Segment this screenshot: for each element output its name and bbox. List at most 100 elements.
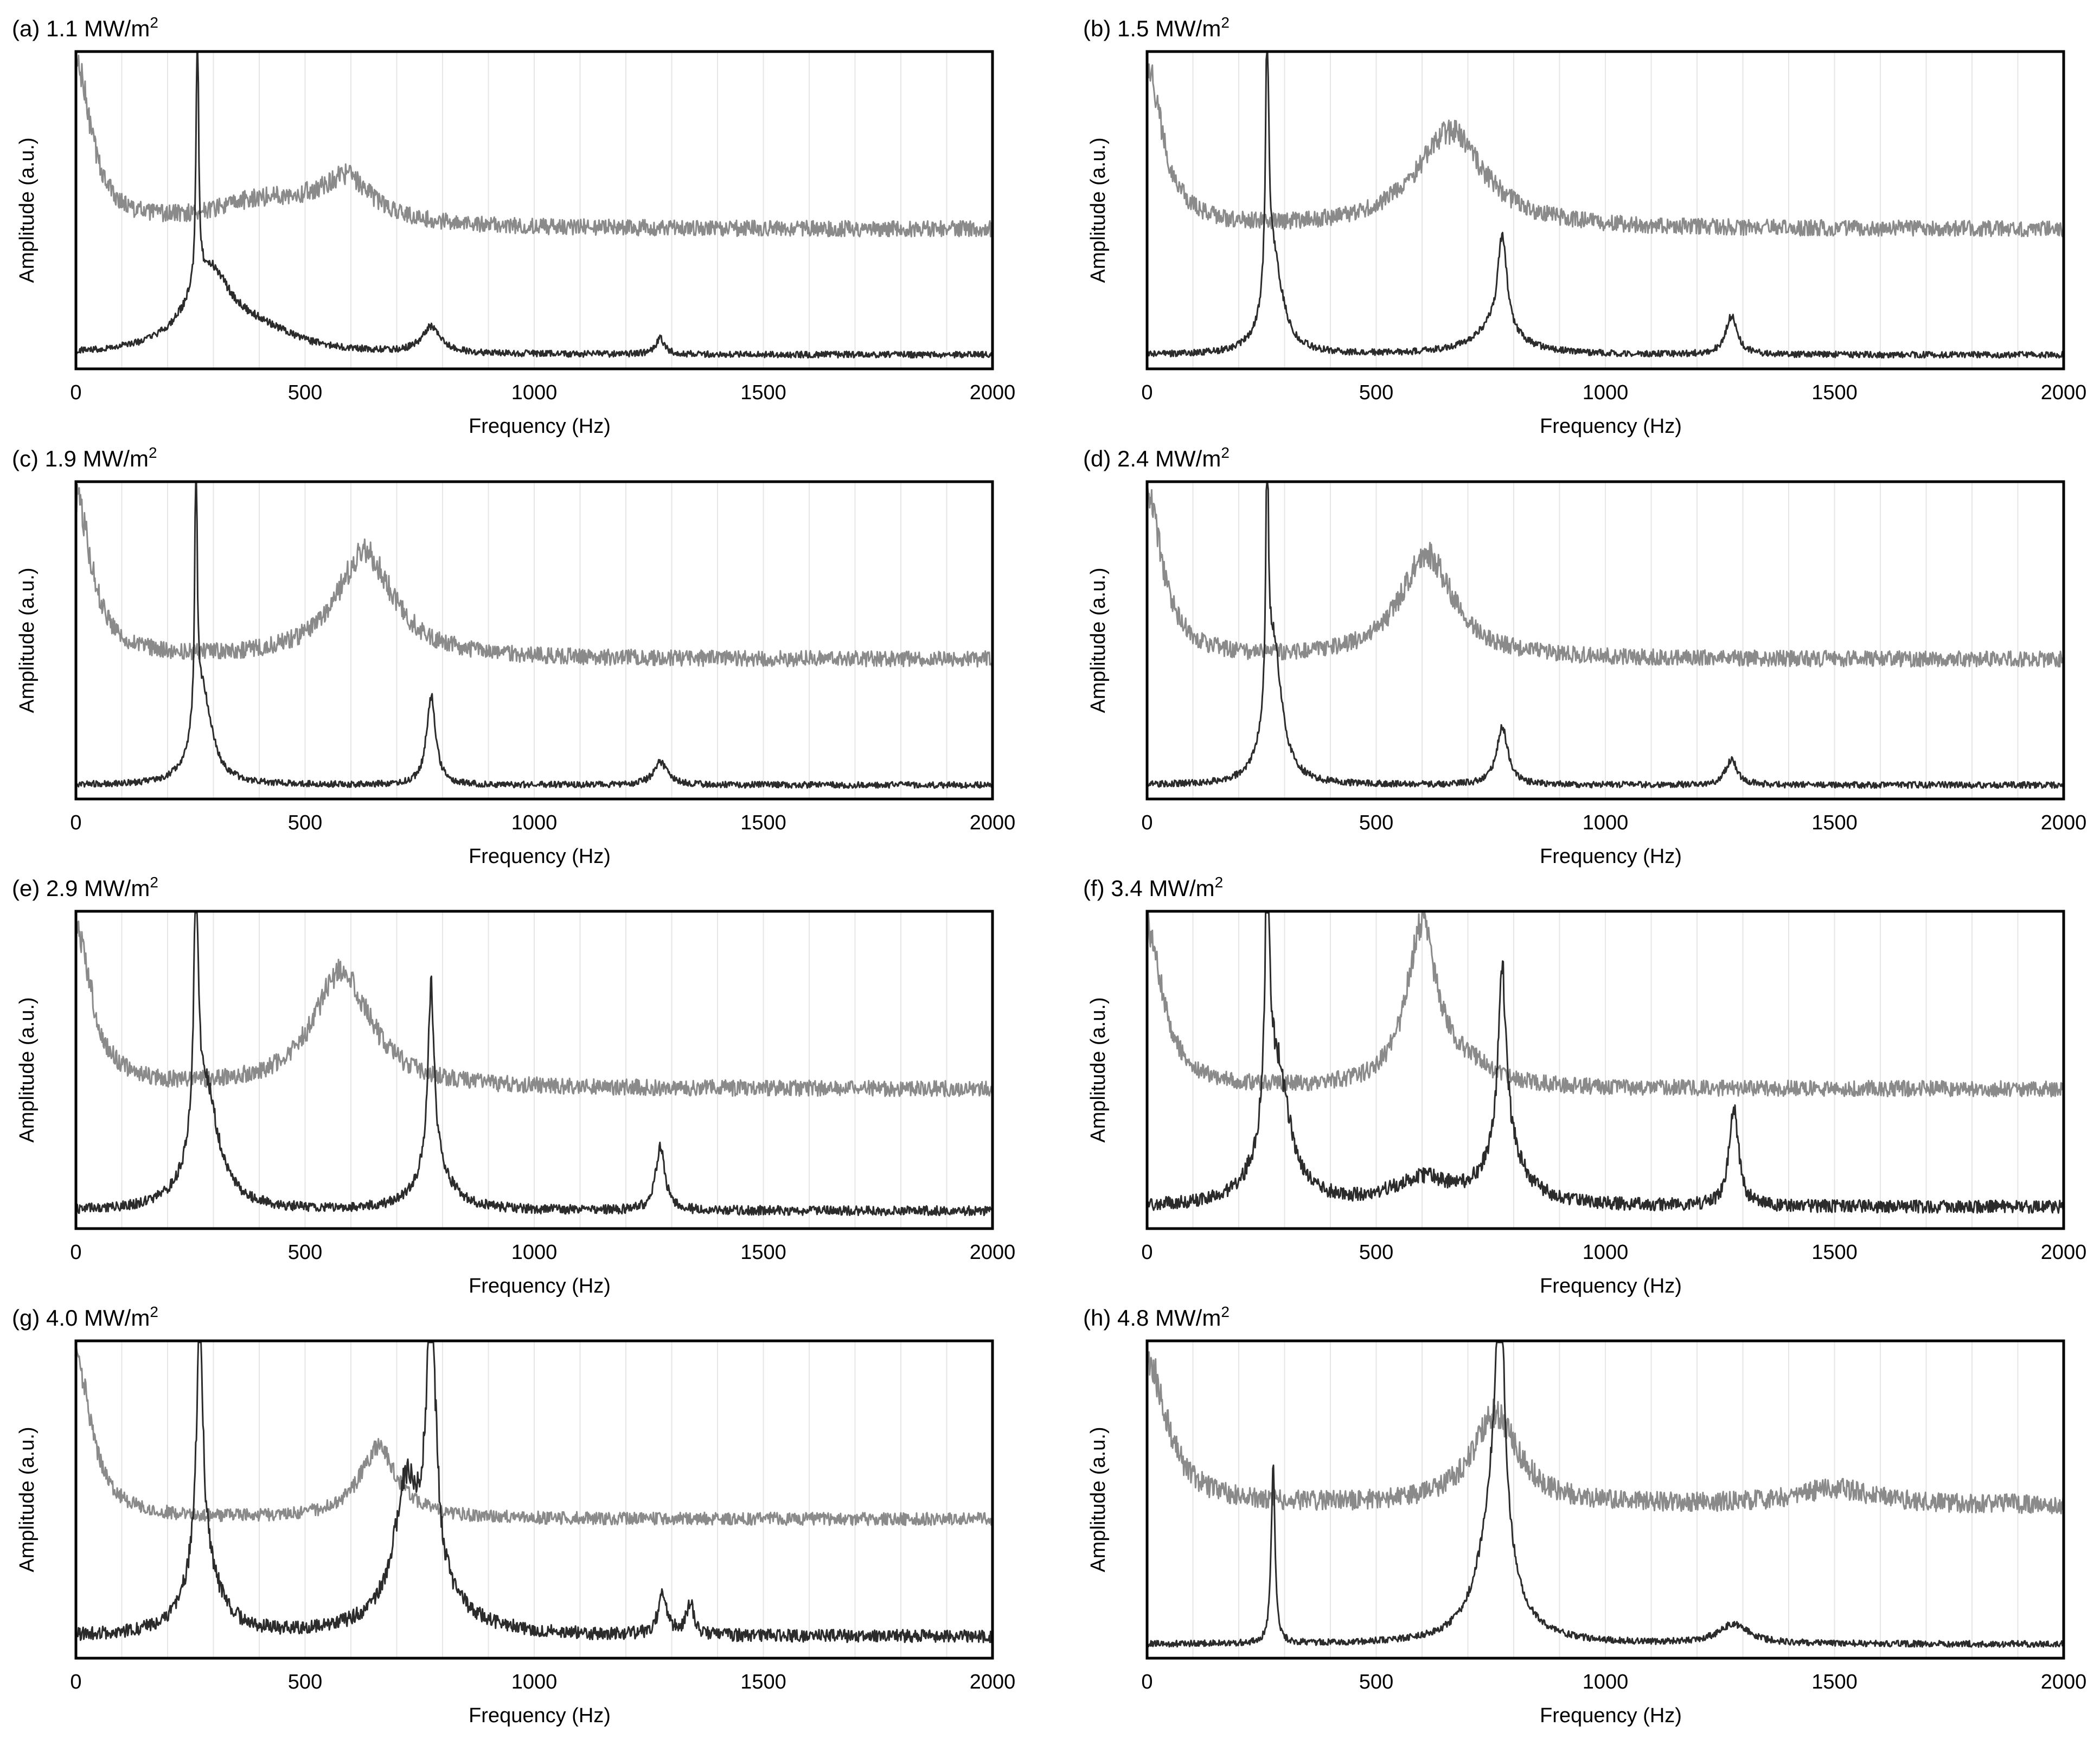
plot-frame (74, 50, 994, 370)
y-axis-label: Amplitude (a.u.) (1087, 137, 1110, 283)
title-superscript: 2 (1221, 14, 1230, 31)
plot-frame (1145, 1339, 2065, 1660)
x-tick-label: 1000 (1583, 811, 1629, 834)
x-tick-label: 2000 (970, 811, 1016, 834)
chart-panel-e: (e) 2.9 MW/m2 0 500 1000 1500 2000 Frequency (… (12, 874, 1015, 1297)
x-tick-label: 0 (1141, 381, 1153, 404)
title-superscript: 2 (1215, 874, 1224, 891)
x-tick-label: 500 (1359, 811, 1393, 834)
y-axis-label: Amplitude (a.u.) (16, 137, 39, 283)
x-tick-label: 1500 (1811, 1241, 1858, 1264)
series-line-upper (75, 54, 994, 238)
x-tick-label: 0 (70, 381, 81, 404)
series-line-upper (1146, 63, 2065, 238)
x-tick-label: 500 (288, 381, 322, 404)
panel-title: (c) 1.9 MW/m2 (12, 444, 157, 471)
chart-panel-b: (b) 1.5 MW/m2 0 500 1000 1500 2000 Frequency (… (1083, 14, 2086, 438)
y-axis-label: Amplitude (a.u.) (1087, 567, 1110, 713)
x-axis-label: Frequency (Hz) (469, 415, 611, 438)
series-line-lower (75, 52, 994, 359)
plot-frame (74, 480, 994, 801)
x-tick-label: 1000 (511, 811, 558, 834)
x-tick-label: 1500 (740, 811, 786, 834)
series-line-lower (1146, 52, 2065, 359)
plot-frame (1145, 480, 2065, 801)
panel-title: (b) 1.5 MW/m2 (1083, 14, 1230, 41)
x-tick-label: 2000 (2041, 1241, 2087, 1264)
chart-panel-f: (f) 3.4 MW/m2 0 500 1000 1500 2000 Frequency (… (1083, 874, 2086, 1297)
series-line-lower (1146, 482, 2065, 789)
chart-panel-a: (a) 1.1 MW/m2 0 500 1000 1500 2000 Frequency (… (12, 14, 1015, 438)
plot-frame (1145, 910, 2065, 1230)
panel-title: (g) 4.0 MW/m2 (12, 1303, 158, 1331)
x-axis-label: Frequency (Hz) (1540, 1704, 1682, 1727)
x-tick-label: 0 (1141, 811, 1153, 834)
x-tick-label: 2000 (2041, 811, 2087, 834)
x-tick-label: 2000 (2041, 381, 2087, 404)
x-axis-label: Frequency (Hz) (1540, 415, 1682, 438)
x-tick-label: 0 (70, 1671, 81, 1693)
plot-frame (74, 1339, 994, 1660)
title-superscript: 2 (1221, 1303, 1230, 1320)
title-superscript: 2 (150, 1303, 158, 1320)
y-axis-label: Amplitude (a.u.) (16, 997, 39, 1142)
x-tick-label: 1500 (740, 1241, 786, 1264)
x-tick-label: 0 (70, 811, 81, 834)
chart-panel-h: (h) 4.8 MW/m2 0 500 1000 1500 2000 Frequency (… (1083, 1303, 2086, 1727)
panel-title: (h) 4.8 MW/m2 (1083, 1303, 1230, 1331)
x-tick-label: 1000 (1583, 1671, 1629, 1693)
series-line-lower (75, 482, 993, 789)
series-line-upper (75, 1345, 994, 1526)
series-line-upper (1146, 912, 2065, 1098)
x-tick-label: 1500 (740, 381, 786, 404)
x-tick-label: 500 (288, 1671, 322, 1693)
series-line-upper (75, 920, 994, 1097)
x-tick-label: 0 (1141, 1671, 1153, 1693)
x-tick-label: 1500 (1811, 811, 1858, 834)
x-tick-label: 500 (288, 811, 322, 834)
y-axis-label: Amplitude (a.u.) (1087, 997, 1110, 1142)
series-line-upper (1146, 1351, 2065, 1514)
x-tick-label: 500 (288, 1241, 322, 1264)
x-tick-label: 1000 (1583, 1241, 1629, 1264)
plot-frame (74, 910, 994, 1230)
title-superscript: 2 (149, 444, 157, 461)
x-axis-label: Frequency (Hz) (469, 1704, 611, 1727)
y-axis-label: Amplitude (a.u.) (16, 1427, 39, 1572)
panel-title: (e) 2.9 MW/m2 (12, 874, 158, 901)
x-tick-label: 1000 (511, 1671, 558, 1693)
x-tick-label: 500 (1359, 1671, 1393, 1693)
y-axis-label: Amplitude (a.u.) (1087, 1427, 1110, 1572)
x-tick-label: 2000 (2041, 1671, 2087, 1693)
series-line-upper (1146, 485, 2065, 668)
panel-title: (f) 3.4 MW/m2 (1083, 874, 1223, 901)
panel-title: (a) 1.1 MW/m2 (12, 14, 158, 41)
chart-panel-c: (c) 1.9 MW/m2 0 500 1000 1500 2000 Frequency (… (12, 444, 1015, 868)
x-tick-label: 1500 (1811, 1671, 1858, 1693)
x-tick-label: 0 (70, 1241, 81, 1264)
x-tick-label: 2000 (970, 1241, 1016, 1264)
x-tick-label: 2000 (970, 1671, 1016, 1693)
x-axis-label: Frequency (Hz) (469, 1275, 611, 1297)
x-tick-label: 1500 (740, 1671, 786, 1693)
x-tick-label: 1500 (1811, 381, 1858, 404)
title-superscript: 2 (150, 14, 158, 31)
series-line-lower (1146, 912, 2065, 1214)
x-tick-label: 1000 (511, 381, 558, 404)
x-tick-label: 500 (1359, 1241, 1393, 1264)
chart-panel-d: (d) 2.4 MW/m2 0 500 1000 1500 2000 Frequency (… (1083, 444, 2086, 868)
series-line-lower (75, 912, 994, 1217)
x-tick-label: 2000 (970, 381, 1016, 404)
series-line-upper (75, 483, 994, 668)
x-tick-label: 0 (1141, 1241, 1153, 1264)
plot-frame (1145, 50, 2065, 370)
series-line-lower (75, 1341, 994, 1644)
x-axis-label: Frequency (Hz) (1540, 845, 1682, 868)
title-superscript: 2 (150, 874, 158, 891)
chart-panel-g: (g) 4.0 MW/m2 0 500 1000 1500 2000 Frequency (… (12, 1303, 1015, 1727)
series-line-lower (1146, 1341, 2065, 1648)
y-axis-label: Amplitude (a.u.) (16, 567, 39, 713)
x-axis-label: Frequency (Hz) (469, 845, 611, 868)
x-tick-label: 1000 (511, 1241, 558, 1264)
